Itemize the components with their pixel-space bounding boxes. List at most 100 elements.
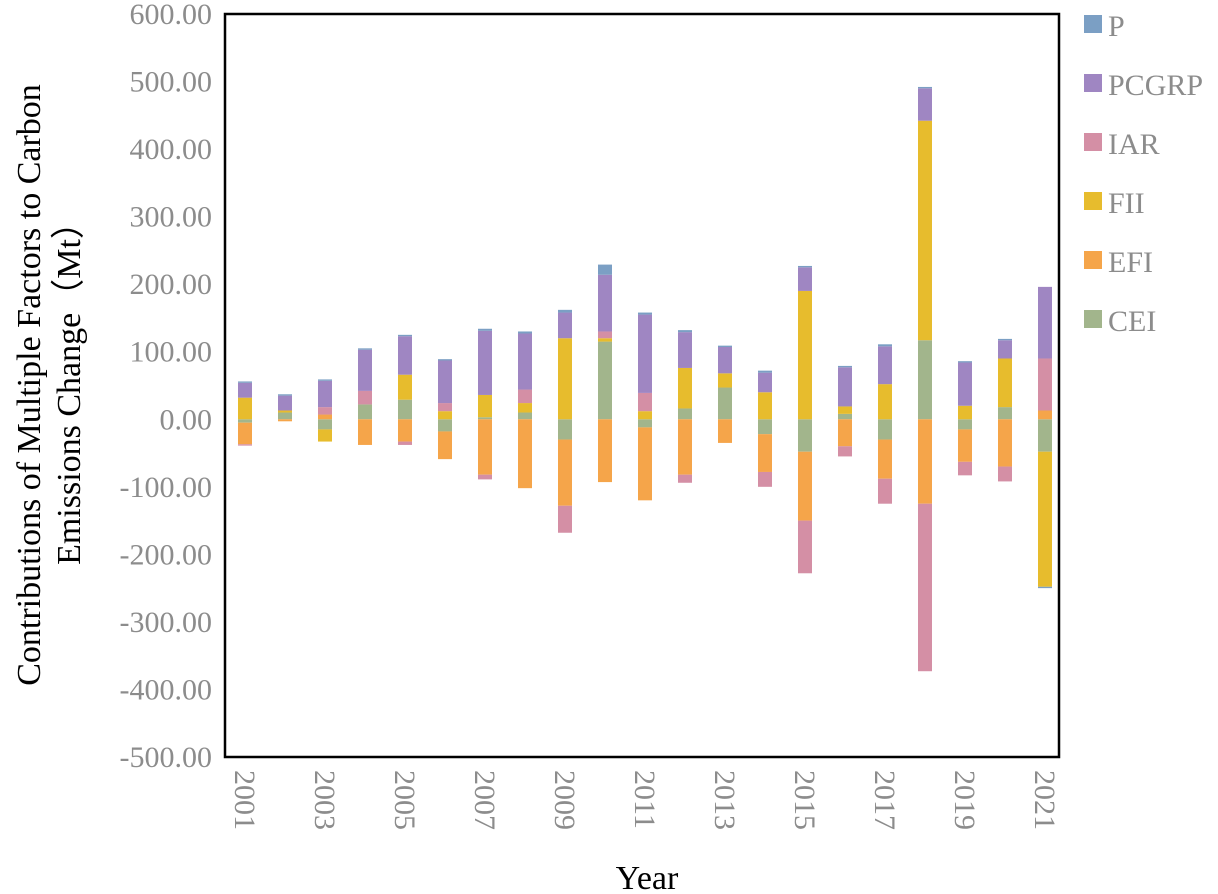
bar-segment-iar-2015 <box>798 520 812 574</box>
bar-segment-cei-2001 <box>238 419 252 423</box>
bar-segment-fii-2002 <box>278 410 292 413</box>
bar-segment-fii-2011 <box>638 411 652 420</box>
bar-segment-fii-2013 <box>718 373 732 388</box>
y-tick-label: -400.00 <box>120 673 213 706</box>
bar-segment-pcgrp-2020 <box>998 340 1012 359</box>
bar-segment-p-2009 <box>558 309 572 313</box>
bar-segment-efi-2001 <box>238 422 252 445</box>
y-tick-label: 400.00 <box>130 133 213 166</box>
bar-segment-p-2018 <box>918 86 932 89</box>
legend-label-iar: IAR <box>1108 128 1160 161</box>
legend-swatch-pcgrp <box>1084 74 1102 92</box>
bar-segment-efi-2009 <box>558 439 572 506</box>
legend-label-pcgrp: PCGRP <box>1108 69 1203 102</box>
y-axis-title: Contributions of Multiple Factors to Car… <box>11 84 88 686</box>
bar-segment-pcgrp-2013 <box>718 346 732 374</box>
x-tick-label: 2013 <box>708 770 741 830</box>
bar-segment-fii-2015 <box>798 290 812 420</box>
bar-segment-p-2013 <box>718 345 732 347</box>
bar-segment-fii-2014 <box>758 392 772 420</box>
bar-segment-cei-2007 <box>478 417 492 420</box>
bar-segment-pcgrp-2001 <box>238 382 252 398</box>
bar-segment-efi-2004 <box>358 419 372 445</box>
x-tick-label: 2021 <box>1028 770 1061 830</box>
bar-segment-iar-2017 <box>878 478 892 504</box>
bar-segment-efi-2020 <box>998 419 1012 467</box>
bar-segment-p-2003 <box>318 379 332 381</box>
bar-segment-fii-2009 <box>558 338 572 420</box>
y-tick-label: 200.00 <box>130 268 213 301</box>
bar-segment-cei-2008 <box>518 412 532 420</box>
bar-segment-pcgrp-2012 <box>678 332 692 368</box>
bar-segment-p-2019 <box>958 361 972 363</box>
bar-segment-cei-2014 <box>758 419 772 435</box>
bar-segment-p-2011 <box>638 312 652 315</box>
bar-segment-iar-2012 <box>678 474 692 483</box>
bar-segment-efi-2002 <box>278 419 292 422</box>
bar-segment-fii-2006 <box>438 411 452 420</box>
legend-label-efi: EFI <box>1108 246 1153 279</box>
bar-segment-iar-2010 <box>598 331 612 339</box>
bar-segment-pcgrp-2002 <box>278 395 292 411</box>
y-axis-title-line-1: Contributions of Multiple Factors to Car… <box>11 84 48 686</box>
bar-segment-pcgrp-2014 <box>758 372 772 393</box>
bar-segment-p-2010 <box>598 264 612 275</box>
bar-segment-efi-2019 <box>958 429 972 462</box>
bar-segment-iar-2001 <box>238 444 252 446</box>
y-tick-label: -200.00 <box>120 538 213 571</box>
bar-segment-efi-2016 <box>838 419 852 447</box>
bar-segment-cei-2021 <box>1038 419 1052 452</box>
bar-segment-fii-2020 <box>998 358 1012 408</box>
legend-label-fii: FII <box>1108 187 1145 220</box>
bar-segment-fii-2019 <box>958 405 972 420</box>
y-tick-label: 100.00 <box>130 336 213 369</box>
y-tick-label: -100.00 <box>120 471 213 504</box>
bar-segment-cei-2011 <box>638 419 652 428</box>
legend: P PCGRP IAR FII EFI CEI <box>1084 10 1203 338</box>
x-tick-label: 2019 <box>948 770 981 830</box>
bar-segment-p-2016 <box>838 365 852 368</box>
x-tick-label: 2007 <box>468 770 501 830</box>
bar-segment-cei-2012 <box>678 408 692 420</box>
bar-segment-cei-2010 <box>598 341 612 420</box>
bar-segment-pcgrp-2010 <box>598 274 612 332</box>
y-tick-label: 300.00 <box>130 201 213 234</box>
bar-segment-pcgrp-2011 <box>638 314 652 393</box>
bar-segment-efi-2014 <box>758 434 772 472</box>
y-axis-tick-labels: 600.00 500.00 400.00 300.00 200.00 100.00 0.00… <box>120 0 213 774</box>
bar-segment-iar-2009 <box>558 505 572 533</box>
bar-segment-iar-2019 <box>958 461 972 476</box>
x-tick-label: 2011 <box>628 770 661 829</box>
bar-segment-fii-2021 <box>1038 451 1052 587</box>
bar-segment-pcgrp-2018 <box>918 88 932 121</box>
bar-segment-pcgrp-2009 <box>558 312 572 339</box>
legend-label-p: P <box>1108 10 1125 43</box>
bar-segment-efi-2015 <box>798 451 812 521</box>
bar-segment-fii-2003 <box>318 429 332 442</box>
legend-swatch-iar <box>1084 133 1102 151</box>
y-tick-label: -500.00 <box>120 741 213 774</box>
bar-segment-efi-2007 <box>478 419 492 475</box>
bar-segment-iar-2018 <box>918 503 932 672</box>
legend-swatch-p <box>1084 15 1102 33</box>
y-axis-title-line-2: Emissions Change（Mt） <box>50 205 88 565</box>
bar-segment-fii-2008 <box>518 403 532 413</box>
bar-segments <box>238 86 1052 672</box>
bar-segment-efi-2011 <box>638 427 652 501</box>
x-tick-label: 2001 <box>228 770 261 830</box>
bar-segment-efi-2010 <box>598 419 612 483</box>
bar-segment-p-2007 <box>478 328 492 331</box>
bar-segment-efi-2006 <box>438 431 452 460</box>
x-tick-label: 2005 <box>388 770 421 830</box>
bar-segment-p-2006 <box>438 359 452 361</box>
legend-label-cei: CEI <box>1108 305 1156 338</box>
plot-area-border <box>223 12 1061 759</box>
y-tick-label: 500.00 <box>130 66 213 99</box>
bar-segment-cei-2003 <box>318 419 332 430</box>
bar-segment-iar-2003 <box>318 407 332 415</box>
bar-segment-p-2017 <box>878 344 892 347</box>
bar-segment-cei-2020 <box>998 407 1012 420</box>
x-axis-tick-labels: 2001 2003 2005 2007 2009 2011 2013 2015 2017 2019… <box>228 770 1061 830</box>
bar-segment-iar-2004 <box>358 390 372 405</box>
bar-segment-pcgrp-2008 <box>518 333 532 390</box>
